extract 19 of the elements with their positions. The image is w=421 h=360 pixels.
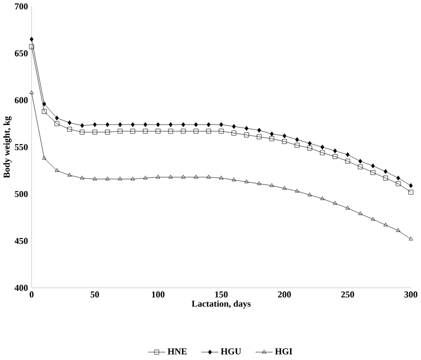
x-tick-label: 50 — [90, 291, 99, 298]
x-tick-label: 100 — [152, 291, 164, 298]
y-tick-label: 600 — [14, 97, 28, 104]
y-axis-title: Body weight, kg — [3, 116, 12, 178]
x-tick-label: 300 — [404, 291, 418, 298]
x-tick-label: 250 — [341, 291, 354, 298]
x-tick-label: 200 — [278, 291, 291, 298]
y-tick-label: 700 — [15, 3, 28, 10]
x-axis-title: Lactation, days — [192, 300, 251, 309]
x-tick-label: 150 — [215, 291, 228, 298]
legend-label: HNE — [168, 348, 187, 354]
x-tick-label: 0 — [30, 291, 34, 298]
legend-label: HGI — [275, 348, 292, 355]
y-tick-label: 550 — [14, 144, 28, 150]
y-tick-label: 650 — [14, 50, 28, 56]
y-tick-label: 450 — [14, 238, 28, 244]
y-tick-label: 500 — [14, 191, 28, 198]
y-tick-label: 400 — [14, 284, 28, 291]
legend-label: HGU — [220, 348, 242, 355]
